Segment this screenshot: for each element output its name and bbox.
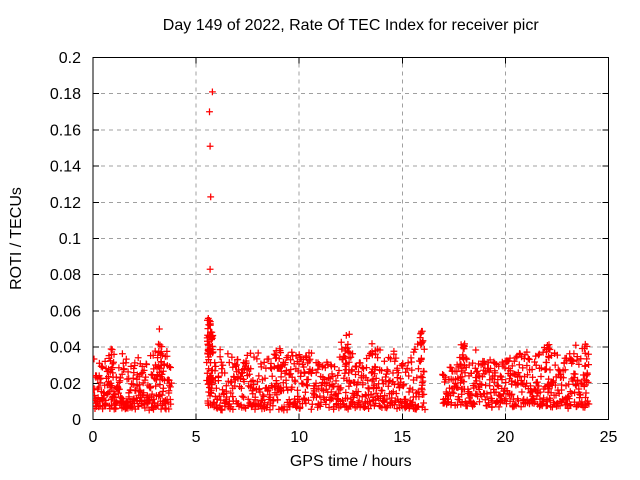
y-tick-label: 0.14 bbox=[50, 159, 81, 176]
y-tick-label: 0.2 bbox=[59, 50, 81, 67]
tick-marks-path bbox=[92, 57, 609, 420]
x-tick-label: 0 bbox=[89, 429, 98, 446]
y-tick-label: 0.08 bbox=[50, 267, 81, 284]
y-axis-label: ROTI / TECUs bbox=[8, 187, 25, 290]
y-tick-label: 0.18 bbox=[50, 86, 81, 103]
y-tick-label: 0.12 bbox=[50, 195, 81, 212]
x-tick-label: 5 bbox=[192, 429, 201, 446]
y-tick-label: 0 bbox=[72, 412, 81, 429]
x-tick-label: 25 bbox=[600, 429, 618, 446]
x-tick-label: 10 bbox=[290, 429, 308, 446]
y-tick-label: 0.16 bbox=[50, 122, 81, 139]
y-tick-label: 0.06 bbox=[50, 303, 81, 320]
x-tick-label: 20 bbox=[497, 429, 515, 446]
y-tick-label: 0.02 bbox=[50, 376, 81, 393]
scatter-markers-path bbox=[93, 88, 593, 414]
x-axis-label: GPS time / hours bbox=[290, 453, 412, 470]
y-tick-label: 0.04 bbox=[50, 340, 81, 357]
y-tick-label: 0.1 bbox=[59, 231, 81, 248]
axis-ticks bbox=[92, 57, 609, 420]
data-points-roti bbox=[93, 88, 593, 414]
tick-labels: 0 5 10 15 20 25 0 0.02 0.04 0.06 0.08 0.1 0.12 0.14 0.… bbox=[50, 50, 618, 446]
x-tick-label: 15 bbox=[393, 429, 411, 446]
chart-title: Day 149 of 2022, Rate Of TEC Index for r… bbox=[163, 17, 540, 34]
